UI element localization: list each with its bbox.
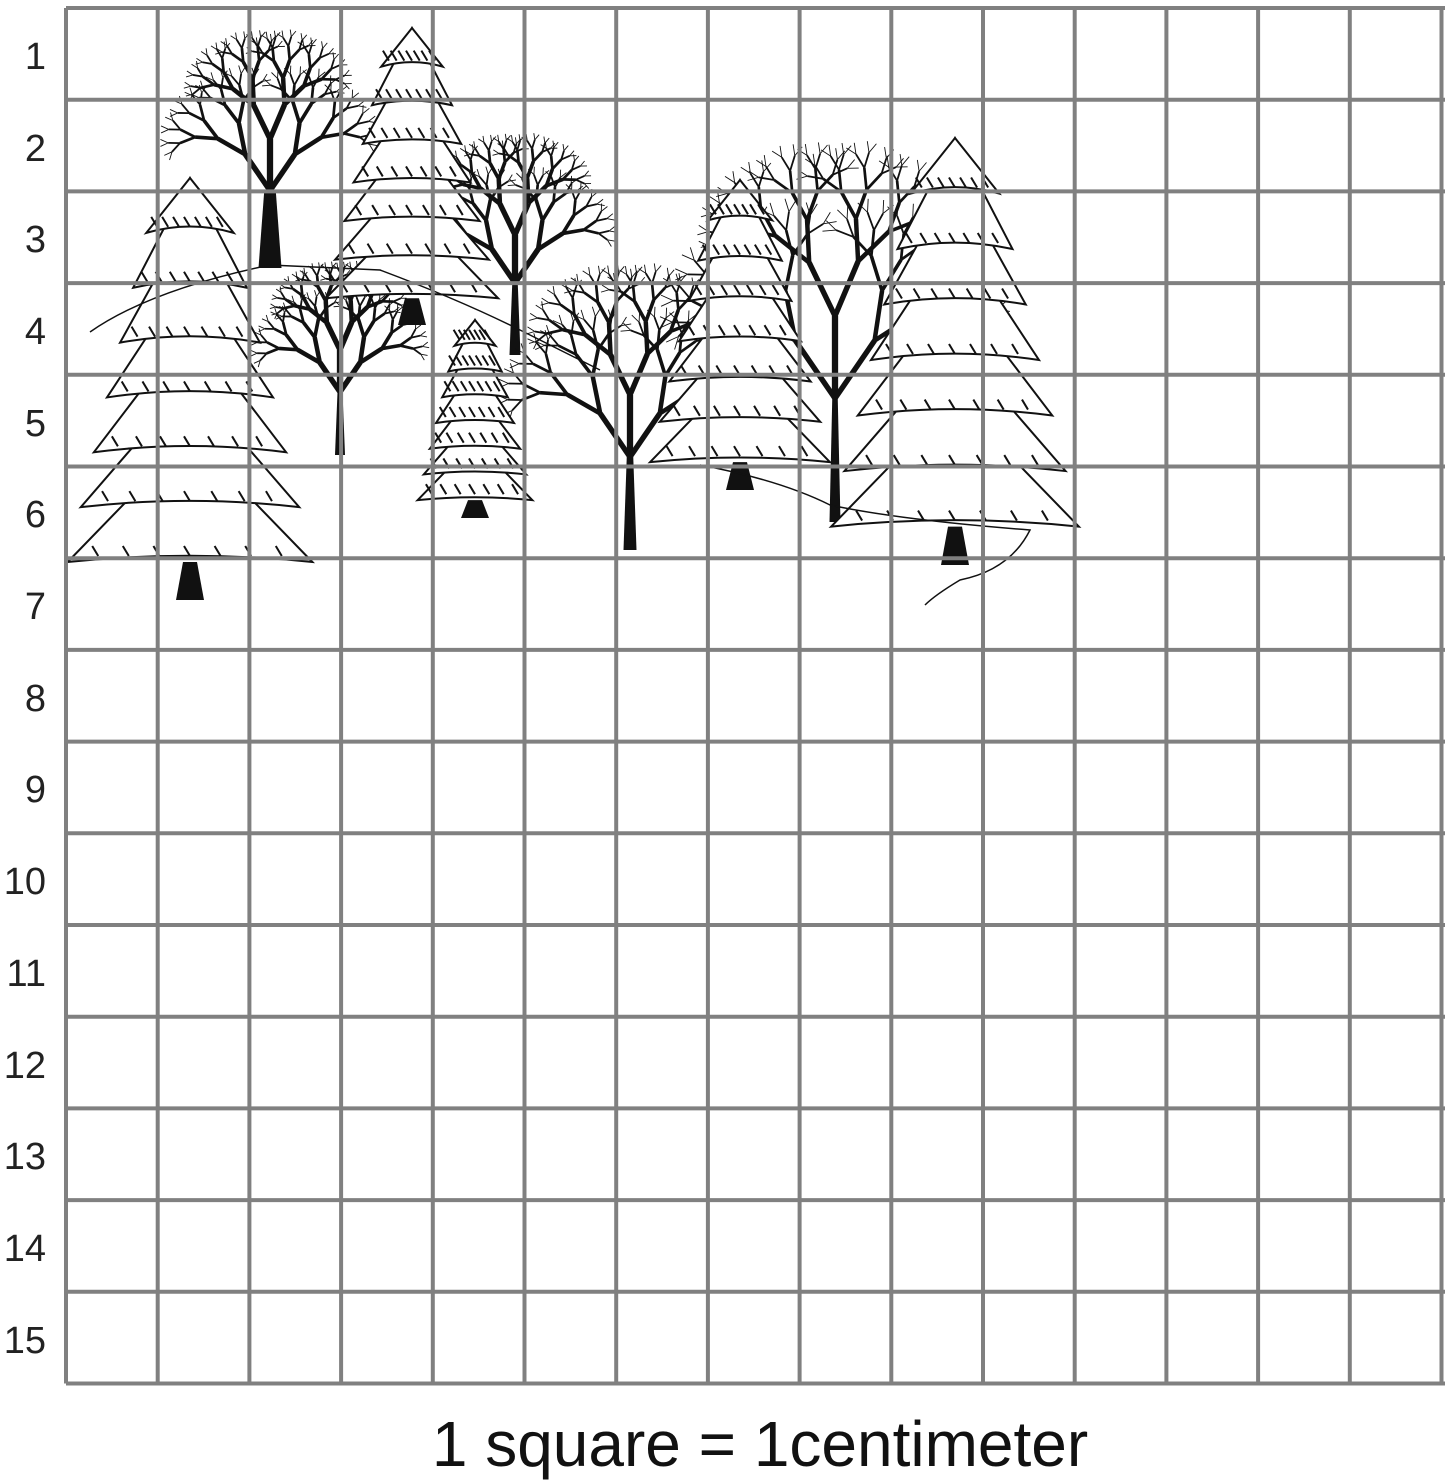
tree-illustration bbox=[68, 28, 1079, 605]
row-label: 2 bbox=[0, 130, 46, 168]
row-label: 14 bbox=[0, 1230, 46, 1268]
grid-diagram bbox=[0, 0, 1445, 1445]
row-label: 3 bbox=[0, 221, 46, 259]
row-label: 10 bbox=[0, 863, 46, 901]
scale-caption: 1 square = 1centimeter bbox=[0, 1412, 1445, 1476]
row-label: 9 bbox=[0, 771, 46, 809]
row-label: 7 bbox=[0, 588, 46, 626]
pine-tree bbox=[650, 180, 830, 490]
row-label: 8 bbox=[0, 680, 46, 718]
row-label: 5 bbox=[0, 405, 46, 443]
row-label: 1 bbox=[0, 38, 46, 76]
row-label: 6 bbox=[0, 496, 46, 534]
row-label: 13 bbox=[0, 1138, 46, 1176]
row-label: 11 bbox=[0, 955, 46, 993]
row-label: 15 bbox=[0, 1322, 46, 1360]
row-label: 4 bbox=[0, 313, 46, 351]
row-label: 12 bbox=[0, 1047, 46, 1085]
